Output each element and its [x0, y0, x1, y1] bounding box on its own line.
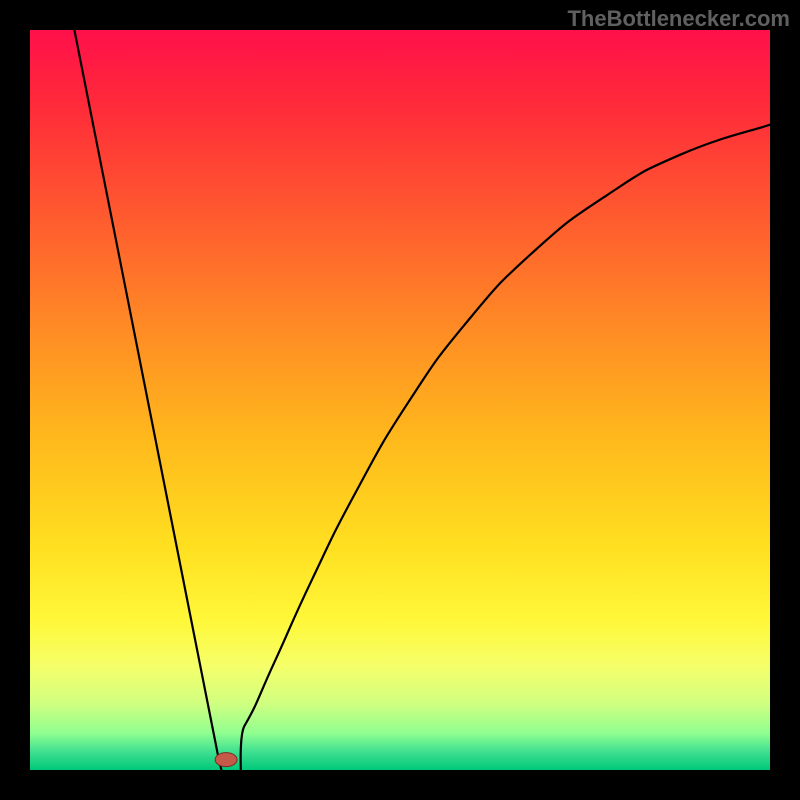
- watermark-text: TheBottlenecker.com: [567, 6, 790, 32]
- chart-background: [30, 30, 770, 770]
- bottleneck-chart: [0, 0, 800, 800]
- optimum-marker: [215, 753, 237, 767]
- chart-container: { "watermark": { "text": "TheBottlenecke…: [0, 0, 800, 800]
